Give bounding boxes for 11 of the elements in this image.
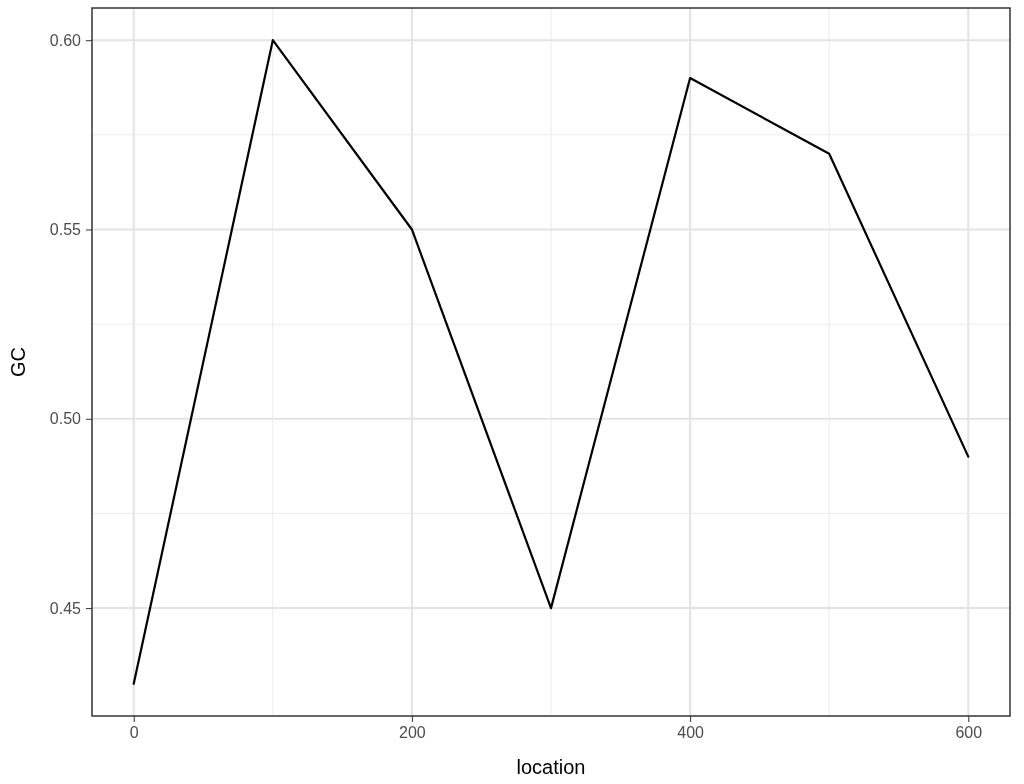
line-series bbox=[132, 39, 970, 685]
y-tick-label: 0.55 bbox=[49, 221, 82, 239]
x-tick-label: 400 bbox=[677, 724, 705, 742]
y-tick-label: 0.45 bbox=[49, 599, 82, 617]
x-axis-title: location bbox=[516, 756, 586, 778]
y-axis-title: GC bbox=[7, 347, 29, 377]
x-tick-label: 200 bbox=[399, 724, 426, 742]
y-tick-label: 0.50 bbox=[49, 410, 82, 428]
x-tick-label: 600 bbox=[955, 724, 983, 742]
x-tick-label: 0 bbox=[129, 724, 139, 742]
y-tick-label: 0.60 bbox=[49, 31, 82, 49]
